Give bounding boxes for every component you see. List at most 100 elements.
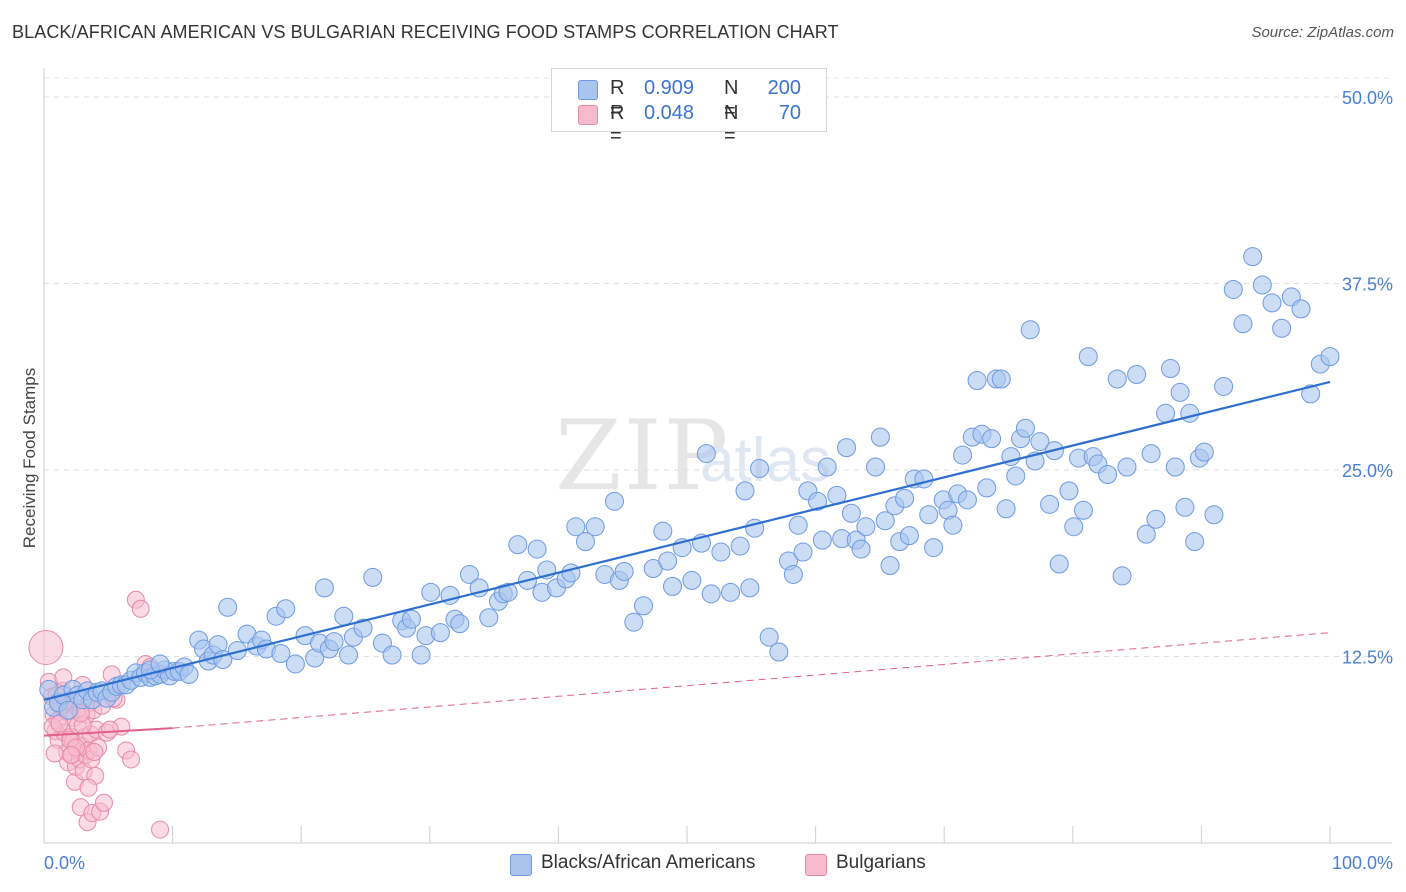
legend-n-value: 70 [778,102,801,124]
bulgarians-trend-extension [172,632,1331,729]
blacks-point [450,614,470,634]
blacks-point [735,481,755,501]
blacks-point [276,599,296,619]
blacks-point [953,445,973,465]
blacks-point [851,539,871,559]
blacks-point [793,542,813,562]
blacks-point [837,438,857,458]
blacks-point [1098,464,1118,484]
y-tick-label: 25.0% [1342,461,1393,481]
blacks-point [1185,532,1205,552]
blacks-point [459,564,479,584]
blacks-point [1194,442,1214,462]
blacks-point [957,490,977,510]
blacks-point [730,536,750,556]
blacks-point [479,608,499,628]
legend-n-label: N = [724,77,739,122]
blacks-point [1214,376,1234,396]
blacks-point [1141,444,1161,464]
blacks-point [566,517,586,537]
blacks-point [696,444,716,464]
bulgarians-point [50,714,69,733]
bottom-legend-swatch [805,854,827,876]
tick-labels: 12.5% 25.0% 37.5% 50.0% 0.0% 100.0% [44,88,1393,873]
blacks-point [382,645,402,665]
blacks-point [991,369,1011,389]
blacks-point [1301,384,1321,404]
legend-swatch-bulgarians [578,105,598,125]
blacks-point [334,606,354,626]
blacks-point [561,563,581,583]
blacks-point [870,427,890,447]
blacks-point [508,535,528,555]
blacks-point [150,654,170,674]
blacks-point [1252,275,1272,295]
blacks-point [585,517,605,537]
blacks-point [1233,314,1253,334]
blacks-point [1030,432,1050,452]
axes [43,68,1392,844]
bottom-legend-label: Bulgarians [836,852,926,873]
blacks-point [783,564,803,584]
blacks-point [759,627,779,647]
blacks-point [614,561,634,581]
blacks-point [996,499,1016,519]
blacks-point [817,457,837,477]
blacks-point [1040,494,1060,514]
blacks-point [740,578,760,598]
blacks-point [788,515,808,535]
blacks-point [1049,554,1069,574]
blacks-point [421,582,441,602]
blacks-point [324,632,344,652]
blacks-point [1073,500,1093,520]
blacks-point [58,700,78,720]
blacks-point [1059,481,1079,501]
blacks-point [808,491,828,511]
x-tick-label: 100.0% [1332,853,1393,873]
trend-lines [43,380,1331,737]
blacks-point [967,370,987,390]
blacks-point [653,521,673,541]
blacks-point [1156,403,1176,423]
blacks-point [750,459,770,479]
blacks-point [658,551,678,571]
source-credit: Source: ZipAtlas.com [1251,24,1394,41]
blacks-point [682,570,702,590]
bulgarians-point [79,778,98,797]
bulgarians-point [62,745,81,764]
blacks-trend-line [43,380,1331,701]
legend-r-value: 0.909 [644,77,695,99]
y-tick-label: 12.5% [1342,648,1393,668]
blacks-point [1064,517,1084,537]
bulgarians-point [122,750,141,769]
blacks-point [1204,505,1224,525]
blacks-point [624,612,644,632]
blacks-point [701,584,721,604]
chart-title: BLACK/AFRICAN AMERICAN VS BULGARIAN RECE… [12,22,839,42]
blacks-point [271,644,291,664]
blacks-point [1175,497,1195,517]
blacks-point [1015,418,1035,438]
blacks-point [1006,466,1026,486]
blacks-point [1165,457,1185,477]
blacks-point [1107,369,1127,389]
blacks-point [1272,318,1292,338]
bulgarians-point [28,630,64,666]
bulgarians-point [45,744,64,763]
blacks-point [1223,279,1243,299]
bulgarians-point [151,820,170,839]
blacks-point [1291,299,1311,319]
grid-lines [44,77,1392,657]
blacks-point [943,515,963,535]
blacks-point [401,609,421,629]
blacks-point [1320,347,1340,367]
blacks-point [1180,403,1200,423]
blacks-point [218,597,238,617]
bottom-legend-swatch [510,854,532,876]
blacks-point [1170,382,1190,402]
blacks-point [914,469,934,489]
blacks-point [721,582,741,602]
blacks-point [982,429,1002,449]
blacks-point [841,503,861,523]
